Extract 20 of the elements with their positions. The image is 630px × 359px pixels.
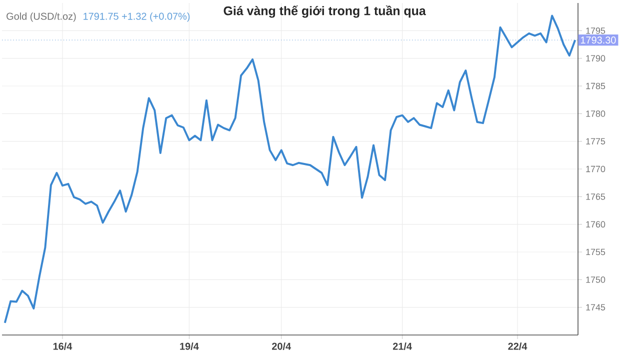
- y-tick-label: 1795: [586, 27, 606, 34]
- x-tick-label: 21/4: [392, 342, 412, 350]
- annotation: 1791.75 +1.32 (+0.07%): [84, 12, 190, 22]
- x-tick-label: 20/4: [272, 342, 291, 350]
- ref-line-label: 1793.30: [580, 36, 616, 44]
- y-tick-label: 1790: [586, 55, 606, 62]
- chart-title: Giá vàng thế giới trong 1 tuần qua: [224, 6, 426, 18]
- y-tick-label: 1760: [586, 221, 606, 228]
- annotation: Gold (USD/t.oz): [6, 12, 76, 22]
- y-tick-label: 1745: [586, 304, 606, 310]
- x-tick-label: 22/4: [508, 342, 528, 350]
- y-tick-label: 1780: [586, 110, 606, 117]
- y-tick-label: 1770: [586, 166, 606, 172]
- x-tick-label: 19/4: [180, 342, 199, 350]
- y-tick-label: 1765: [586, 193, 606, 200]
- y-tick-label: 1785: [586, 82, 606, 90]
- x-tick-label: 16/4: [53, 342, 72, 350]
- y-tick-label: 1750: [586, 276, 606, 283]
- y-tick-label: 1775: [586, 138, 606, 144]
- y-tick-label: 1755: [586, 248, 606, 256]
